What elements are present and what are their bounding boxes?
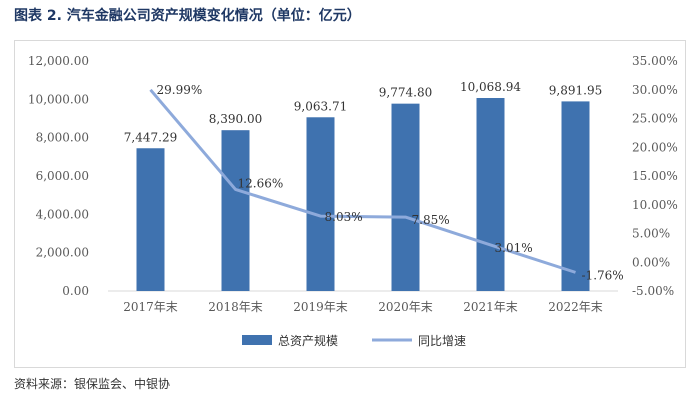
bar bbox=[306, 117, 335, 291]
legend-line-label: 同比增速 bbox=[418, 334, 466, 348]
bar-value-label: 9,063.71 bbox=[294, 99, 347, 113]
right-axis-ticks: -5.00% 0.00% 5.00% 10.00% 15.00% 20.00% 25.00%… bbox=[632, 54, 678, 298]
left-tick-label: 0.00 bbox=[62, 284, 89, 298]
growth-rate-line bbox=[149, 88, 576, 274]
legend-bar-label: 总资产规模 bbox=[278, 333, 338, 348]
line-value-label: 29.99% bbox=[157, 83, 203, 97]
category-label: 2018年末 bbox=[208, 300, 263, 314]
right-tick-label: 35.00% bbox=[632, 54, 678, 68]
left-tick-label: 6,000.00 bbox=[36, 169, 89, 183]
legend: 总资产规模 同比增速 bbox=[242, 333, 466, 348]
line-data-labels: 29.99% 12.66% 8.03% 7.85% 3.01% -1.76% bbox=[157, 83, 624, 283]
left-tick-label: 10,000.00 bbox=[28, 92, 89, 106]
bar-value-label: 7,447.29 bbox=[124, 130, 177, 144]
line-value-label: 12.66% bbox=[238, 176, 284, 190]
bar-value-label: 8,390.00 bbox=[209, 112, 262, 126]
category-label: 2019年末 bbox=[293, 300, 348, 314]
bar bbox=[221, 130, 250, 291]
bar-value-label: 9,891.95 bbox=[549, 83, 602, 97]
bar bbox=[476, 98, 505, 291]
left-tick-label: 2,000.00 bbox=[36, 246, 89, 260]
line-value-label: 8.03% bbox=[325, 210, 363, 224]
bar-value-label: 10,068.94 bbox=[460, 80, 521, 94]
category-label: 2020年末 bbox=[378, 300, 433, 314]
bar bbox=[391, 103, 420, 292]
chart-frame bbox=[14, 40, 686, 368]
bar-series bbox=[136, 98, 590, 292]
bar bbox=[561, 101, 590, 291]
right-tick-label: -5.00% bbox=[632, 284, 674, 298]
bar-data-labels: 7,447.29 8,390.00 9,063.71 9,774.80 10,068.9… bbox=[124, 80, 602, 144]
right-tick-label: 20.00% bbox=[632, 140, 678, 154]
left-axis-ticks: 0.00 2,000.00 4,000.00 6,000.00 8,000.00 10,0… bbox=[28, 54, 89, 298]
line-value-label: 7.85% bbox=[412, 213, 450, 227]
x-axis-labels: 2017年末 2018年末 2019年末 2020年末 2021年末 2022年末 bbox=[123, 300, 603, 314]
bar bbox=[136, 148, 165, 291]
right-tick-label: 25.00% bbox=[632, 112, 678, 126]
right-tick-label: 10.00% bbox=[632, 198, 678, 212]
source-note: 资料来源：银保监会、中银协 bbox=[14, 377, 171, 391]
left-tick-label: 12,000.00 bbox=[28, 54, 89, 68]
left-tick-label: 4,000.00 bbox=[36, 207, 89, 221]
line-value-label: -1.76% bbox=[582, 268, 624, 282]
chart-title: 图表 2. 汽车金融公司资产规模变化情况（单位：亿元） bbox=[14, 8, 361, 24]
line-value-label: 3.01% bbox=[495, 241, 533, 255]
right-tick-label: 15.00% bbox=[632, 169, 678, 183]
category-label: 2022年末 bbox=[548, 300, 603, 314]
category-label: 2017年末 bbox=[123, 300, 178, 314]
left-tick-label: 8,000.00 bbox=[36, 131, 89, 145]
right-tick-label: 5.00% bbox=[632, 227, 670, 241]
right-tick-label: 0.00% bbox=[632, 255, 670, 269]
legend-bar-swatch bbox=[242, 335, 272, 345]
bar-value-label: 9,774.80 bbox=[379, 86, 432, 100]
category-label: 2021年末 bbox=[463, 300, 518, 314]
right-tick-label: 30.00% bbox=[632, 83, 678, 97]
